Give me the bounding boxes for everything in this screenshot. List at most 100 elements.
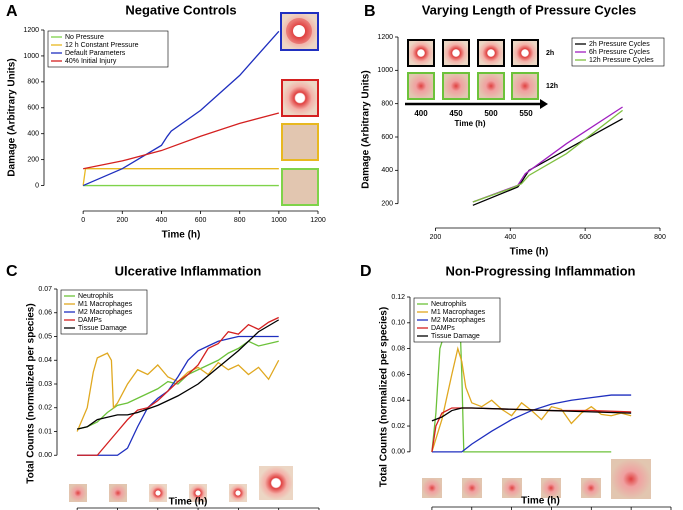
inset-tile — [477, 39, 505, 67]
inset-row-label: 12h — [546, 83, 558, 90]
inset-tile — [477, 72, 505, 100]
y-tick-label: 200 — [27, 156, 39, 163]
x-tick-label: 0 — [81, 217, 85, 224]
inset-tile — [69, 484, 87, 502]
inset-tile — [149, 484, 167, 502]
legend-box — [47, 30, 169, 68]
y-tick-label: 800 — [381, 101, 393, 108]
series-line — [472, 109, 623, 203]
legend-label: 6h Pressure Cycles — [589, 49, 650, 56]
y-tick-label: 0.12 — [391, 294, 405, 301]
y-tick-label: 0.08 — [391, 345, 405, 352]
legend-label: DAMPs — [78, 317, 102, 324]
y-tick-label: 0.02 — [38, 405, 52, 412]
y-tick-label: 200 — [381, 201, 393, 208]
series-line — [472, 106, 623, 203]
series-line — [431, 407, 632, 422]
y-tick-label: 0.00 — [38, 452, 52, 459]
inset-tile — [611, 459, 651, 499]
inset-tile — [462, 478, 482, 498]
x-tick-label: 600 — [579, 234, 591, 241]
y-tick-label: 400 — [381, 167, 393, 174]
inset-tile — [189, 484, 207, 502]
inset-axis-label: Time (h) — [455, 119, 486, 128]
chart-title: Ulcerative Inflammation — [115, 263, 262, 278]
inset-tile — [259, 466, 293, 500]
inset-tile — [502, 478, 522, 498]
x-axis-label: Time (h) — [162, 230, 201, 241]
inset-tile — [109, 484, 127, 502]
inset-tile — [541, 478, 561, 498]
legend-label: M1 Macrophages — [431, 309, 486, 316]
legend-label: M2 Macrophages — [78, 309, 133, 316]
legend-label: Default Parameters — [65, 50, 126, 57]
series-line — [431, 394, 632, 453]
inset-tick-label: 550 — [519, 109, 533, 118]
inset-tick-label: 500 — [484, 109, 498, 118]
x-tick-label: 800 — [654, 234, 666, 241]
x-tick-label: 400 — [156, 217, 168, 224]
legend-label: DAMPs — [431, 325, 455, 332]
inset-tile — [281, 123, 319, 161]
inset-tick-label: 450 — [449, 109, 463, 118]
inset-arrowhead — [540, 99, 548, 109]
y-tick-label: 1000 — [23, 53, 39, 60]
y-tick-label: 1200 — [377, 34, 393, 41]
y-tick-label: 0.07 — [38, 286, 52, 293]
series-line — [83, 112, 280, 170]
legend-box — [571, 37, 665, 67]
inset-tile — [511, 39, 539, 67]
chart-title: Varying Length of Pressure Cycles — [422, 2, 637, 17]
legend-label: M1 Macrophages — [78, 301, 133, 308]
inset-tile — [511, 72, 539, 100]
y-tick-label: 0 — [35, 182, 39, 189]
panel-label: C — [6, 263, 18, 280]
legend-label: Neutrophils — [431, 301, 467, 308]
panel-label: A — [6, 3, 18, 20]
series-line — [82, 168, 279, 186]
x-tick-label: 1200 — [310, 217, 326, 224]
inset-row-label: 2h — [546, 50, 554, 57]
panel-label: D — [360, 263, 372, 280]
legend-label: 12h Pressure Cycles — [589, 57, 654, 64]
x-tick-label: 1000 — [271, 217, 287, 224]
series-line — [472, 118, 623, 206]
y-tick-label: 0.02 — [391, 423, 405, 430]
inset-core — [293, 25, 305, 37]
legend-label: Tissue Damage — [431, 333, 480, 340]
inset-tile — [407, 72, 435, 100]
legend-label: Tissue Damage — [78, 325, 127, 332]
legend-label: No Pressure — [65, 34, 104, 41]
y-tick-label: 1000 — [377, 67, 393, 74]
inset-tile — [581, 478, 601, 498]
y-tick-label: 0.00 — [391, 449, 405, 456]
y-tick-label: 0.10 — [391, 320, 405, 327]
inset-tile — [422, 478, 442, 498]
y-tick-label: 1200 — [23, 27, 39, 34]
y-axis-label: Damage (Arbitrary Units) — [361, 70, 372, 188]
y-tick-label: 800 — [27, 79, 39, 86]
panel-label: B — [364, 3, 376, 20]
y-tick-label: 0.03 — [38, 381, 52, 388]
y-tick-label: 0.06 — [391, 371, 405, 378]
series-line — [431, 346, 632, 453]
inset-tile — [407, 39, 435, 67]
inset-tile — [442, 72, 470, 100]
y-tick-label: 600 — [27, 105, 39, 112]
legend-box — [413, 297, 501, 343]
inset-tile — [281, 168, 319, 206]
inset-tile — [281, 79, 319, 117]
legend-label: 2h Pressure Cycles — [589, 41, 650, 48]
y-tick-label: 0.06 — [38, 310, 52, 317]
chart-title: Negative Controls — [125, 2, 236, 17]
legend-label: M2 Macrophages — [431, 317, 486, 324]
x-tick-label: 200 — [430, 234, 442, 241]
y-axis-label: Total Counts (normalized per species) — [26, 303, 37, 483]
y-axis-label: Total Counts (normalized per species) — [379, 307, 390, 487]
y-tick-label: 0.01 — [38, 428, 52, 435]
y-tick-label: 400 — [27, 131, 39, 138]
series-line — [77, 319, 280, 430]
x-tick-label: 400 — [504, 234, 516, 241]
series-line — [77, 335, 279, 456]
